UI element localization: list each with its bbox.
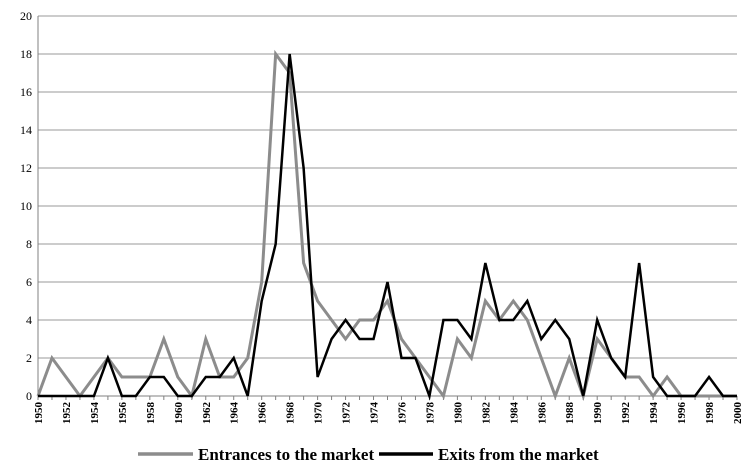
grid-lines bbox=[38, 15, 737, 359]
x-tick-label: 1992 bbox=[620, 402, 632, 425]
x-axis-tick-labels: 1950 1952 1954 1956 1958 1960 1962 1964 1966 1968… bbox=[33, 402, 744, 425]
legend-label-entrances: Entrances to the market bbox=[198, 445, 374, 464]
y-tick-label: 8 bbox=[26, 237, 32, 251]
x-tick-label: 1950 bbox=[33, 402, 45, 425]
y-tick-label: 20 bbox=[20, 9, 32, 23]
y-tick-label: 6 bbox=[26, 275, 32, 289]
x-tick-label: 1978 bbox=[424, 402, 436, 425]
y-tick-label: 4 bbox=[26, 313, 32, 327]
y-axis-tick-labels: 0 2 4 6 8 10 12 14 16 18 20 bbox=[20, 9, 32, 403]
x-tick-label: 1990 bbox=[592, 402, 604, 425]
y-tick-label: 18 bbox=[20, 47, 32, 61]
y-tick-label: 2 bbox=[26, 351, 32, 365]
series-line-entrances bbox=[36, 49, 737, 402]
series-line-exits bbox=[38, 53, 737, 401]
x-tick-label: 1958 bbox=[145, 402, 157, 425]
x-tick-label: 1982 bbox=[480, 402, 492, 425]
x-tick-label: 1974 bbox=[369, 402, 381, 425]
x-tick-label: 1964 bbox=[229, 402, 241, 425]
x-tick-label: 1954 bbox=[89, 402, 101, 425]
x-tick-label: 1960 bbox=[173, 402, 185, 425]
y-tick-label: 10 bbox=[20, 199, 32, 213]
x-tick-label: 1962 bbox=[201, 402, 213, 425]
x-tick-label: 1956 bbox=[117, 402, 129, 425]
x-tick-label: 1966 bbox=[257, 402, 269, 425]
x-tick-label: 1980 bbox=[452, 402, 464, 425]
axes bbox=[37, 16, 738, 400]
x-tick-label: 1988 bbox=[564, 402, 576, 425]
x-tick-label: 1968 bbox=[285, 402, 297, 425]
x-tick-label: 1972 bbox=[341, 402, 353, 425]
y-tick-label: 0 bbox=[26, 389, 32, 403]
x-tick-label: 1994 bbox=[648, 402, 660, 425]
x-tick-label: 1984 bbox=[508, 402, 520, 425]
legend: Entrances to the market Exits from the m… bbox=[138, 445, 599, 464]
x-tick-label: 2000 bbox=[732, 402, 744, 425]
y-tick-label: 12 bbox=[20, 161, 32, 175]
y-tick-label: 14 bbox=[20, 123, 32, 137]
x-tick-label: 1976 bbox=[396, 402, 408, 425]
legend-label-exits: Exits from the market bbox=[438, 445, 599, 464]
series-lines bbox=[36, 49, 737, 402]
x-tick-label: 1970 bbox=[313, 402, 325, 425]
x-tick-label: 1996 bbox=[676, 402, 688, 425]
y-tick-label: 16 bbox=[20, 85, 32, 99]
x-tick-label: 1952 bbox=[61, 402, 73, 425]
x-tick-label: 1998 bbox=[704, 402, 716, 425]
x-tick-label: 1986 bbox=[536, 402, 548, 425]
